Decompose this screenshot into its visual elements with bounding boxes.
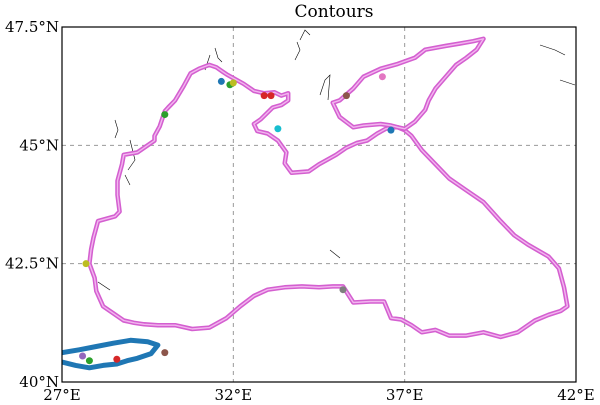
azov-sea-contour-core (332, 38, 485, 130)
contour-marker-15 (339, 286, 347, 294)
y-tick-label: 40°N (19, 373, 59, 391)
x-tick-label: 37°E (386, 386, 424, 404)
black-sea-contour (87, 62, 570, 340)
contour-marker-3 (260, 92, 268, 100)
x-tick-label: 42°E (557, 386, 595, 404)
black-sea-contour-core (88, 64, 569, 338)
y-tick-label: 45°N (19, 136, 59, 154)
y-tick-label: 47.5°N (5, 18, 59, 36)
marmara-contour (62, 337, 161, 371)
y-tick-labels: 40°N 42.5°N 45°N 47.5°N (5, 18, 59, 391)
plot-frame (61, 26, 577, 383)
contour-marker-2 (229, 79, 237, 87)
contour-marker-8 (378, 73, 386, 81)
contours (62, 36, 570, 371)
contour-marker-13 (113, 355, 121, 363)
contour-marker-0 (217, 77, 225, 85)
x-tick-labels: 27°E 32°E 37°E 42°E (43, 386, 595, 404)
contour-marker-6 (274, 125, 282, 133)
contour-marker-5 (161, 111, 169, 119)
azov-sea-contour (330, 36, 486, 132)
x-tick-label: 27°E (43, 386, 81, 404)
contour-marker-11 (79, 352, 87, 360)
chart-title: Contours (294, 2, 373, 22)
contour-marker-14 (161, 349, 169, 357)
contour-marker-12 (85, 357, 93, 365)
y-tick-label: 42.5°N (5, 255, 59, 273)
gridlines (62, 27, 576, 382)
coastline (97, 29, 576, 291)
contour-marker-4 (267, 92, 275, 100)
markers (79, 73, 395, 365)
contour-marker-10 (82, 260, 90, 268)
contour-marker-7 (342, 92, 350, 100)
x-tick-label: 32°E (215, 386, 253, 404)
contour-marker-9 (387, 126, 395, 134)
